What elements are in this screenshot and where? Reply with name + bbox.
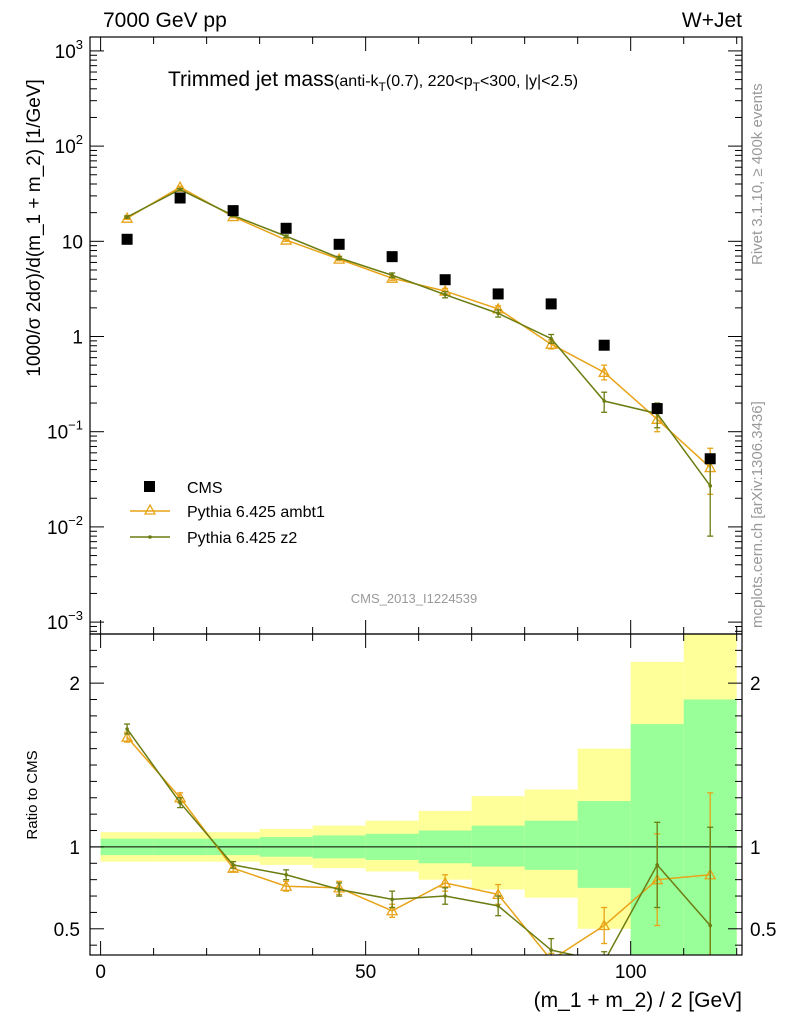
ratio-y-tick-label-left: 2	[69, 674, 80, 695]
legend-label-cms: CMS	[187, 480, 223, 497]
legend-label-ambt1: Pythia 6.425 ambt1	[187, 504, 325, 521]
header-left: 7000 GeV pp	[103, 9, 227, 32]
point-ambt1	[598, 366, 611, 378]
ratio-line-ambt1	[126, 736, 711, 955]
series-line-z2	[126, 188, 711, 487]
point-z2	[496, 311, 500, 316]
point-cms	[227, 205, 239, 217]
x-axis-label: (m_1 + m_2) / 2 [GeV]	[534, 989, 742, 1012]
main-y-tick-label: 102	[55, 132, 83, 158]
ratio-point-z2	[549, 948, 553, 952]
point-z2	[178, 187, 182, 192]
band-inner-bin	[471, 825, 525, 867]
main-y-tick-label: 103	[55, 37, 83, 63]
ratio-point-z2	[443, 894, 447, 898]
ratio-y-tick-label-right: 2	[750, 674, 761, 695]
ratio-point-z2	[708, 923, 712, 928]
x-tick-label: 100	[615, 962, 647, 983]
x-tick-label: 0	[95, 962, 106, 983]
tick-exponent: −2	[68, 513, 83, 528]
point-cms	[333, 238, 345, 250]
legend: CMS Pythia 6.425 ambt1 Pythia 6.425 z2	[130, 480, 325, 547]
ratio-line-z2	[126, 728, 711, 955]
point-cms	[439, 274, 451, 286]
point-z2	[602, 399, 606, 403]
point-cms	[704, 453, 716, 465]
ratio-point-ambt1	[280, 879, 293, 891]
point-z2	[549, 336, 553, 341]
tick-exponent: 2	[76, 132, 83, 147]
point-ambt1	[280, 233, 293, 245]
point-cms	[545, 298, 557, 310]
band-inner-bin	[524, 820, 578, 870]
header-right: W+Jet	[682, 9, 742, 32]
ratio-point-z2	[496, 904, 500, 908]
main-y-tick-label: 10−3	[47, 608, 83, 634]
analysis-id: CMS_2013_I1224539	[351, 591, 478, 606]
ratio-point-ambt1	[439, 876, 452, 888]
ratio-point-z2	[178, 800, 182, 805]
ratio-point-ambt1	[550, 953, 552, 955]
legend-label-z2: Pythia 6.425 z2	[187, 530, 297, 547]
ratio-point-z2	[390, 897, 394, 902]
series-line-ambt1	[126, 186, 711, 469]
plot-title: Trimmed jet mass(anti-kT(0.7), 220<pT<30…	[168, 68, 578, 94]
main-y-tick-label: 10−2	[47, 513, 83, 539]
point-z2	[708, 484, 712, 488]
tick-base: 1	[72, 328, 83, 349]
ratio-point-z2	[125, 727, 129, 731]
ratio-series	[121, 723, 717, 964]
y-axis-label-ratio: Ratio to CMS	[24, 750, 41, 839]
tick-base: 10	[55, 42, 76, 63]
tick-exponent: −3	[68, 608, 83, 623]
ratio-point-ambt1	[386, 904, 399, 916]
y-axis-label-main: 1000/σ 2dσ)/d(m_1 + m_2) [1/GeV]	[24, 79, 45, 377]
x-tick-label: 50	[355, 962, 376, 983]
legend-marker-cms	[144, 481, 155, 492]
main-y-tick-label: 10	[62, 232, 83, 253]
tick-exponent: −1	[68, 418, 83, 433]
tick-base: 10	[47, 423, 68, 444]
legend-marker-z2	[148, 535, 152, 539]
ratio-y-tick-label-left: 0.5	[54, 920, 80, 941]
main-y-tick-label: 1	[72, 328, 83, 349]
ratio-point-z2	[337, 887, 341, 892]
legend-marker-ambt1	[143, 503, 157, 515]
ratio-point-ambt1	[598, 919, 611, 931]
mcplots-label: mcplots.cern.ch [arXiv:1306.3436]	[749, 401, 766, 628]
ratio-point-z2	[602, 960, 606, 964]
point-cms	[174, 192, 186, 204]
ratio-y-tick-label-left: 1	[69, 838, 80, 859]
tick-exponent: 3	[76, 37, 83, 52]
ratio-uncertainty-bands	[100, 634, 737, 955]
tick-base: 10	[62, 232, 83, 253]
ratio-point-ambt1	[121, 730, 134, 742]
ratio-y-tick-label-right: 0.5	[750, 920, 776, 941]
point-z2	[284, 234, 288, 239]
ratio-point-z2	[655, 863, 659, 867]
main-y-tick-label: 10−1	[47, 418, 83, 444]
tick-base: 10	[47, 518, 68, 539]
ratio-frame	[89, 633, 743, 956]
point-cms	[492, 288, 504, 300]
point-z2	[337, 256, 341, 260]
point-cms	[121, 233, 133, 245]
band-inner-bin	[577, 801, 631, 888]
ratio-point-z2	[231, 863, 235, 867]
point-cms	[280, 222, 292, 234]
point-cms	[598, 339, 610, 351]
series-layer	[121, 180, 717, 964]
tick-base: 10	[47, 613, 68, 634]
point-z2	[125, 215, 129, 219]
point-z2	[443, 292, 447, 297]
point-z2	[390, 273, 394, 278]
tick-base: 10	[55, 137, 76, 158]
point-cms	[651, 403, 663, 415]
ratio-point-z2	[284, 872, 288, 877]
point-cms	[386, 251, 398, 263]
rivet-label: Rivet 3.1.10, ≥ 400k events	[749, 83, 766, 265]
ratio-y-tick-label-right: 1	[750, 838, 761, 859]
